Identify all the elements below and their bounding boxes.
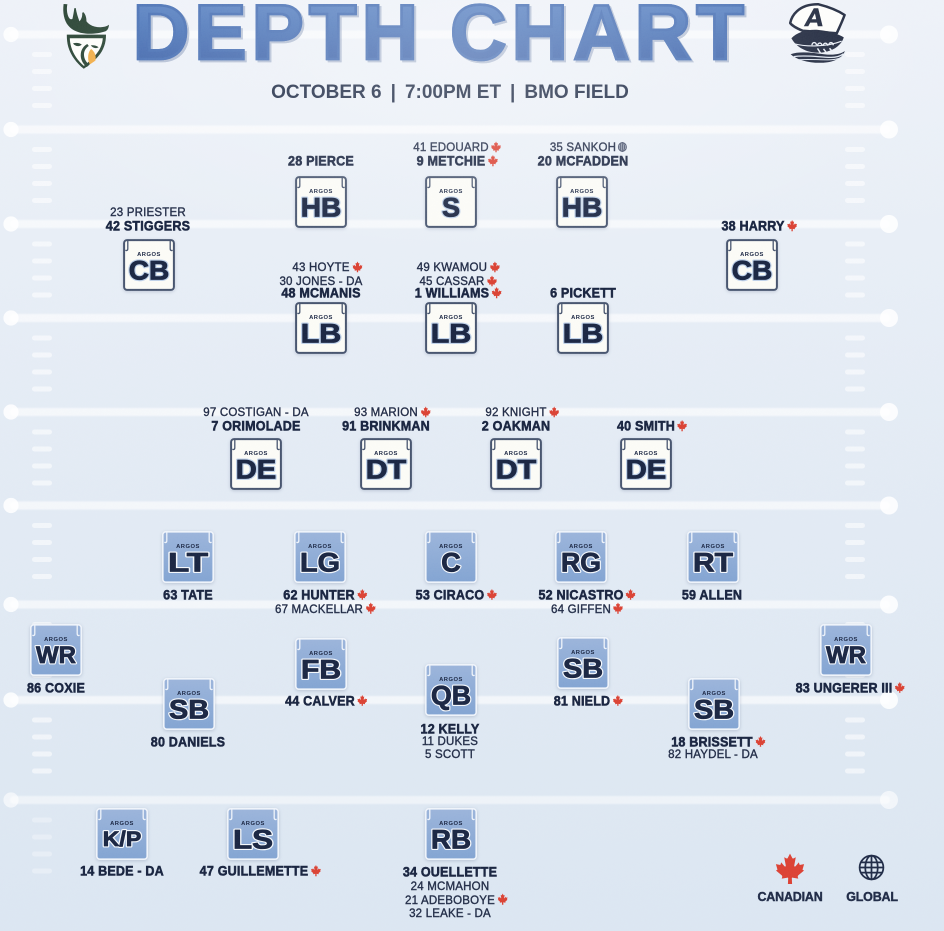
svg-text:LG: LG — [300, 547, 340, 577]
svg-text:C: C — [441, 547, 461, 577]
svg-text:CB: CB — [732, 255, 773, 285]
svg-text:FB: FB — [301, 654, 341, 684]
svg-text:QB: QB — [431, 680, 471, 710]
svg-text:ARGOS: ARGOS — [110, 821, 134, 827]
svg-text:RT: RT — [693, 547, 733, 577]
svg-text:K/P: K/P — [102, 828, 141, 851]
svg-text:DT: DT — [495, 454, 536, 484]
svg-text:SB: SB — [169, 694, 209, 724]
svg-text:LB: LB — [431, 318, 472, 348]
svg-text:RG: RG — [561, 547, 601, 577]
svg-text:S: S — [442, 192, 460, 222]
svg-text:LS: LS — [233, 824, 273, 854]
svg-text:DE: DE — [625, 454, 666, 484]
svg-text:DT: DT — [365, 454, 406, 484]
svg-text:SB: SB — [563, 653, 603, 683]
svg-text:CB: CB — [128, 255, 169, 285]
svg-text:DE: DE — [235, 454, 276, 484]
svg-text:WR: WR — [826, 642, 866, 669]
svg-text:HB: HB — [562, 192, 603, 222]
svg-text:WR: WR — [36, 642, 76, 669]
svg-text:SB: SB — [694, 694, 734, 724]
svg-text:RB: RB — [431, 824, 471, 854]
svg-text:LB: LB — [562, 318, 603, 348]
svg-text:LB: LB — [300, 318, 341, 348]
svg-text:HB: HB — [300, 192, 341, 222]
svg-text:LT: LT — [168, 547, 208, 577]
